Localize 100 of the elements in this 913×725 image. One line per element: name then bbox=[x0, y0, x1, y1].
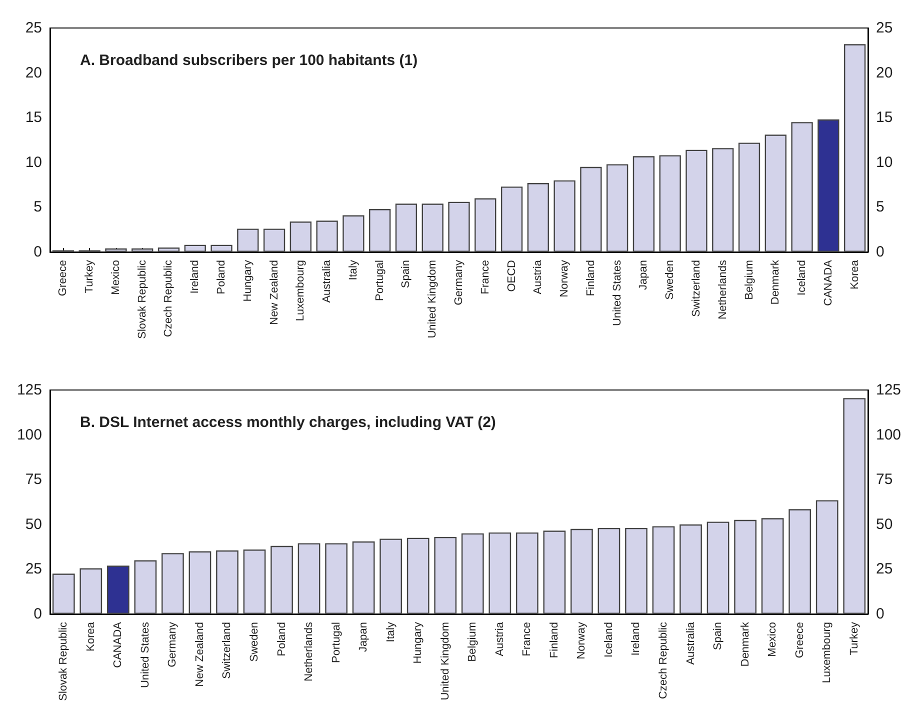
x-tick-label: Korea bbox=[84, 621, 97, 652]
y-tick-label: 5 bbox=[34, 198, 42, 216]
x-tick-label: Turkey bbox=[848, 622, 860, 656]
bar bbox=[516, 532, 538, 614]
bar bbox=[243, 549, 266, 614]
x-tick-label: United Kingdom bbox=[426, 260, 439, 338]
y2-tick-label: 25 bbox=[876, 560, 893, 578]
y-tick-label: 25 bbox=[25, 560, 42, 578]
x-tick-label: Italy bbox=[384, 622, 397, 642]
x-tick-label: Poland bbox=[276, 622, 288, 656]
x-tick-label: Germany bbox=[166, 622, 179, 668]
y-tick-label: 0 bbox=[34, 606, 42, 622]
bar bbox=[290, 222, 312, 252]
bar bbox=[580, 166, 602, 252]
x-tick-label: OECD bbox=[506, 260, 518, 292]
x-tick-label: United States bbox=[611, 260, 624, 326]
x-tick-label: New Zealand bbox=[268, 260, 280, 325]
y-tick-label: 20 bbox=[25, 64, 42, 82]
bar bbox=[162, 553, 184, 614]
bar bbox=[105, 248, 127, 252]
bar bbox=[659, 155, 681, 252]
x-tick-label: Switzerland bbox=[690, 260, 702, 317]
x-tick-label: Czech Republic bbox=[658, 622, 670, 700]
x-tick-label: Luxembourg bbox=[821, 622, 834, 684]
bar bbox=[761, 518, 784, 614]
y-tick-label: 75 bbox=[25, 471, 42, 488]
bar bbox=[738, 142, 760, 252]
bar bbox=[237, 228, 259, 252]
y2-tick-label: 5 bbox=[876, 198, 884, 216]
bar bbox=[488, 532, 512, 614]
x-tick-label: Poland bbox=[216, 260, 228, 294]
bar bbox=[680, 524, 702, 614]
x-tick-label: Switzerland bbox=[221, 622, 234, 679]
x-tick-label: Slovak Republic bbox=[136, 260, 148, 339]
x-tick-label: Australia bbox=[321, 259, 334, 303]
bar bbox=[270, 546, 293, 614]
x-tick-label: Germany bbox=[453, 260, 465, 306]
x-tick-label: Netherlands bbox=[716, 260, 729, 320]
bar bbox=[325, 543, 348, 614]
x-tick-label: Norway bbox=[558, 260, 571, 298]
bar bbox=[474, 198, 496, 252]
bar bbox=[316, 220, 338, 252]
y2-tick-label: 15 bbox=[876, 109, 893, 126]
x-tick-label: Australia bbox=[684, 621, 697, 665]
bar bbox=[434, 536, 457, 614]
x-tick-label: Ireland bbox=[630, 622, 642, 656]
y2-tick-label: 10 bbox=[876, 154, 893, 171]
bar bbox=[843, 398, 866, 614]
x-tick-label: Ireland bbox=[189, 260, 202, 294]
y-tick-label: 10 bbox=[25, 154, 42, 171]
bar bbox=[134, 560, 157, 614]
bar bbox=[188, 551, 212, 614]
bar bbox=[369, 208, 391, 252]
bar bbox=[554, 180, 576, 252]
y2-tick-label: 125 bbox=[876, 382, 902, 398]
bar bbox=[598, 528, 620, 614]
bar bbox=[80, 568, 102, 614]
x-tick-label: Finland bbox=[548, 622, 560, 658]
bar bbox=[527, 183, 549, 252]
x-tick-label: Luxembourg bbox=[294, 260, 307, 322]
y2-tick-label: 20 bbox=[876, 64, 893, 82]
y2-tick-label: 100 bbox=[876, 426, 902, 444]
y2-tick-label: 75 bbox=[876, 471, 893, 488]
bar bbox=[422, 204, 444, 252]
bar bbox=[298, 543, 320, 614]
bar bbox=[158, 248, 180, 252]
x-tick-label: United States bbox=[139, 622, 152, 688]
x-tick-label: Czech Republic bbox=[162, 260, 175, 338]
text: B. DSL Internet access monthly charges, including VAT (2) bbox=[80, 414, 496, 431]
x-tick-label: Sweden bbox=[664, 260, 676, 300]
bar bbox=[352, 541, 375, 614]
x-tick-label: Japan bbox=[638, 260, 650, 290]
bar bbox=[132, 248, 154, 252]
x-tick-label: United Kingdom bbox=[439, 622, 452, 700]
x-tick-label: Japan bbox=[358, 622, 370, 652]
y-tick-label: 25 bbox=[25, 20, 42, 36]
x-tick-label: Mexico bbox=[766, 622, 779, 657]
bar bbox=[734, 520, 756, 614]
bar bbox=[788, 509, 812, 614]
bar bbox=[263, 228, 286, 252]
x-tick-label: Finland bbox=[584, 260, 597, 296]
x-tick-label: CANADA bbox=[112, 621, 124, 668]
bar bbox=[52, 574, 75, 614]
x-tick-label: Hungary bbox=[242, 260, 254, 302]
bar bbox=[764, 134, 786, 252]
bar bbox=[686, 150, 708, 252]
x-tick-label: Greece bbox=[57, 260, 70, 296]
x-tick-label: Belgium bbox=[743, 260, 756, 300]
x-tick-label: Austria bbox=[532, 259, 544, 294]
bar bbox=[395, 204, 418, 252]
x-tick-label: Netherlands bbox=[303, 622, 316, 682]
y-tick-label: 50 bbox=[25, 516, 42, 533]
x-tick-label: France bbox=[521, 622, 534, 656]
y2-tick-label: 50 bbox=[876, 516, 893, 533]
bar bbox=[184, 244, 206, 252]
bar bbox=[342, 215, 364, 252]
x-tick-label: Denmark bbox=[770, 260, 782, 305]
bar bbox=[625, 528, 648, 614]
x-tick-label: Belgium bbox=[466, 622, 479, 662]
x-tick-label: Italy bbox=[347, 260, 360, 280]
